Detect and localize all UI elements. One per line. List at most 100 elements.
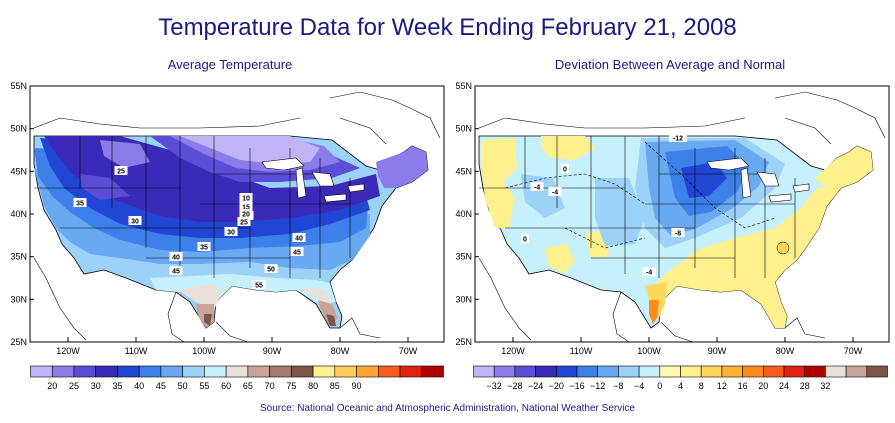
avg-contour-label-bg xyxy=(128,216,142,225)
dev-contour-label-bg xyxy=(530,182,544,191)
avg-map-subtitle: Average Temperature xyxy=(167,57,293,72)
dev-legend-swatch xyxy=(556,365,578,378)
dev-legend-swatch xyxy=(845,365,868,378)
avg-contour-label: 30 xyxy=(227,230,235,237)
avg-legend-swatch xyxy=(225,365,249,378)
dev-contour-label: 0 xyxy=(523,237,527,244)
avg-legend-label: 75 xyxy=(286,381,296,391)
avg-lat-label: 50N xyxy=(10,124,27,134)
avg-legend-swatch xyxy=(377,365,401,378)
avg-legend-swatch xyxy=(160,365,183,378)
avg-contour-label-bg xyxy=(239,202,253,211)
dev-legend-label: −4 xyxy=(634,381,644,391)
dev-pos-southwest xyxy=(545,230,609,274)
avg-legend-swatch xyxy=(421,365,444,378)
avg-contour-label: 45 xyxy=(172,269,180,276)
avg-lon-label: 70W xyxy=(399,346,418,356)
dev-axes: 55N 50N 45N 40N 35N 30N 25N 120W 110W 100W 90W 80W 7… xyxy=(455,81,862,356)
avg-legend-swatch xyxy=(247,365,270,378)
avg-contour-label-bg xyxy=(114,166,128,175)
avg-contour-label: 25 xyxy=(240,220,248,227)
avg-contour-labels: 25353020101520253040354045455055 xyxy=(73,166,306,290)
avg-lat-label: 30N xyxy=(10,294,27,304)
avg-contour-label: 30 xyxy=(131,219,139,226)
avg-great-lakes xyxy=(261,157,365,203)
avg-lat-label: 55N xyxy=(10,81,27,91)
dev-legend-label: −24 xyxy=(528,381,543,391)
dev-lat-label: 55N xyxy=(455,81,472,91)
avg-legend-swatch xyxy=(312,365,336,378)
avg-legend-label: 90 xyxy=(352,381,362,391)
avg-lon-label: 90W xyxy=(263,346,282,356)
dev-legend-label: 12 xyxy=(717,381,727,391)
dev-lon-label: 90W xyxy=(708,346,727,356)
avg-lon-label: 80W xyxy=(331,346,350,356)
dev-legend-label: −12 xyxy=(590,381,605,391)
dev-lat-label: 50N xyxy=(455,124,472,134)
dev-coast-outlines xyxy=(478,91,886,342)
dev-legend-swatch xyxy=(576,365,599,378)
avg-legend-swatch xyxy=(356,365,379,378)
avg-lat-label: 35N xyxy=(10,252,27,262)
avg-lat-label: 40N xyxy=(10,209,27,219)
dev-legend-label: −16 xyxy=(569,381,584,391)
avg-legend-label: 55 xyxy=(199,381,209,391)
avg-contour-label: 10 xyxy=(242,196,250,203)
dev-lon-label: 110W xyxy=(570,346,593,356)
avg-map-svg: 25353020101520253040354045455055 55N50N4… xyxy=(10,81,445,356)
avg-legend-label: 50 xyxy=(178,381,188,391)
dev-legend-swatch xyxy=(514,365,536,378)
source-note: Source: National Oceanic and Atmospheric… xyxy=(259,403,635,414)
dev-contour-label-bg xyxy=(521,234,529,243)
dev-lon-label: 120W xyxy=(501,346,525,356)
dev-legend-swatch xyxy=(866,365,888,378)
dev-lon-label: 100W xyxy=(637,346,661,356)
dev-legend-swatch xyxy=(762,365,785,378)
dev-legend-swatch xyxy=(825,365,847,378)
dev-legend-label: 8 xyxy=(699,381,704,391)
avg-legend-swatch xyxy=(51,365,75,378)
dev-legend-label: 28 xyxy=(800,381,810,391)
avg-legend-label: 40 xyxy=(134,381,144,391)
avg-contour-label-bg xyxy=(197,242,211,251)
avg-legend-swatch xyxy=(291,365,314,378)
dev-legend-swatch xyxy=(742,365,764,378)
avg-legend-swatch xyxy=(95,365,118,378)
dev-legend-swatch xyxy=(473,365,495,378)
dev-legend-swatch xyxy=(535,365,557,378)
dev-legend-label: 16 xyxy=(738,381,748,391)
dev-legend-label: 0 xyxy=(657,381,662,391)
dev-lat-label: 45N xyxy=(455,166,472,176)
dev-lat-label: 35N xyxy=(455,252,472,262)
avg-contour-label: 25 xyxy=(117,169,125,176)
dev-contour-label: -4 xyxy=(646,270,652,277)
dev-contour-label-bg xyxy=(548,187,562,196)
avg-contour-label: 40 xyxy=(172,255,180,262)
avg-contour-label-bg xyxy=(169,266,183,275)
avg-contour-label: 55 xyxy=(255,283,263,290)
avg-contour-label-bg xyxy=(224,227,238,236)
dev-legend-label: −28 xyxy=(507,381,522,391)
dev-legend-label: 20 xyxy=(758,381,768,391)
avg-band-55 xyxy=(150,274,336,304)
avg-legend-swatch xyxy=(204,365,227,378)
avg-contour-label-bg xyxy=(239,193,253,202)
avg-contour-label-bg xyxy=(237,217,251,226)
avg-legend-swatch xyxy=(399,365,423,378)
page-title: Temperature Data for Week Ending Februar… xyxy=(158,14,737,41)
dev-legend-swatch xyxy=(659,365,681,378)
dev-pos-northeast xyxy=(815,146,873,188)
avg-legend-swatch xyxy=(138,365,162,378)
dev-contour-label-bg xyxy=(669,133,687,142)
avg-contour-label: 45 xyxy=(293,250,301,257)
avg-legend-label: 60 xyxy=(221,381,231,391)
dev-pos-montana xyxy=(541,136,595,160)
dev-legend-swatch xyxy=(680,365,702,378)
avg-contour-label-bg xyxy=(290,247,304,256)
avg-legend-label: 20 xyxy=(47,381,57,391)
avg-legend-label: 30 xyxy=(91,381,101,391)
dev-contour-label-bg xyxy=(561,164,569,173)
avg-legend-label: 45 xyxy=(156,381,166,391)
avg-band-60 xyxy=(178,284,332,310)
avg-legend-label: 35 xyxy=(112,381,122,391)
